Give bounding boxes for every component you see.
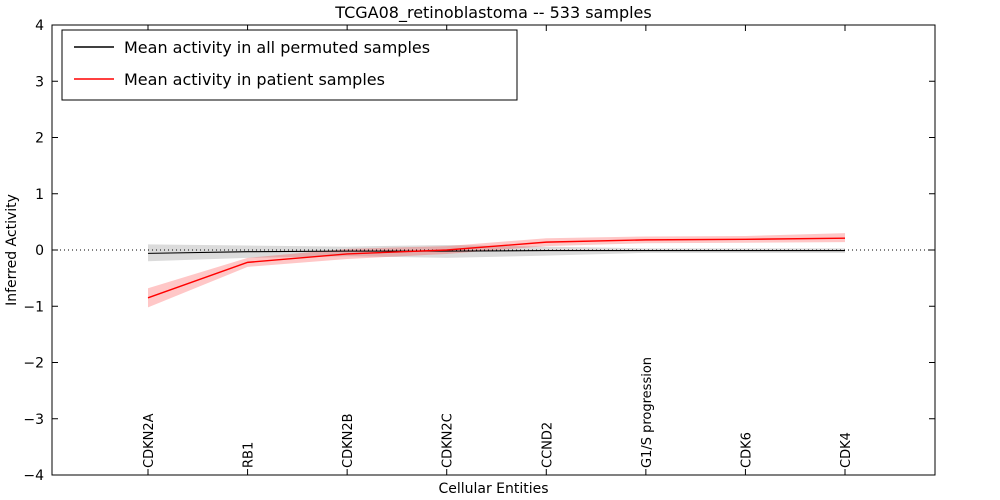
series-line-0 [147,250,845,254]
y-tick-label: −2 [23,356,44,372]
x-tick-label: G1/S progression [640,357,655,468]
confidence-band-0 [148,244,845,262]
x-tick-label: CDK6 [739,432,754,468]
y-tick-label: 3 [35,74,44,90]
x-tick-label: CDKN2C [441,413,456,468]
series-line-1 [147,237,846,299]
chart-title: TCGA08_retinoblastoma -- 533 samples [335,3,652,22]
legend-box [61,29,518,101]
y-tick-label: 0 [35,243,44,259]
y-tick-label: −4 [23,468,44,484]
legend-label-0: Mean activity in all permuted samples [124,38,430,57]
x-tick-label: RB1 [242,442,257,468]
x-tick-label: CDKN2A [142,413,157,468]
confidence-band-1 [148,233,845,308]
y-tick-label: 2 [35,131,44,147]
x-tick-label: CDKN2B [341,413,356,468]
legend-label-1: Mean activity in patient samples [124,70,385,89]
x-tick-label: CDK4 [839,432,854,468]
x-tick-label: CCND2 [540,422,555,468]
y-tick-label: −1 [23,299,44,315]
x-axis-label: Cellular Entities [438,481,549,497]
y-tick-label: −3 [23,412,44,428]
y-tick-label: 4 [35,18,44,34]
y-tick-label: 1 [35,187,44,203]
